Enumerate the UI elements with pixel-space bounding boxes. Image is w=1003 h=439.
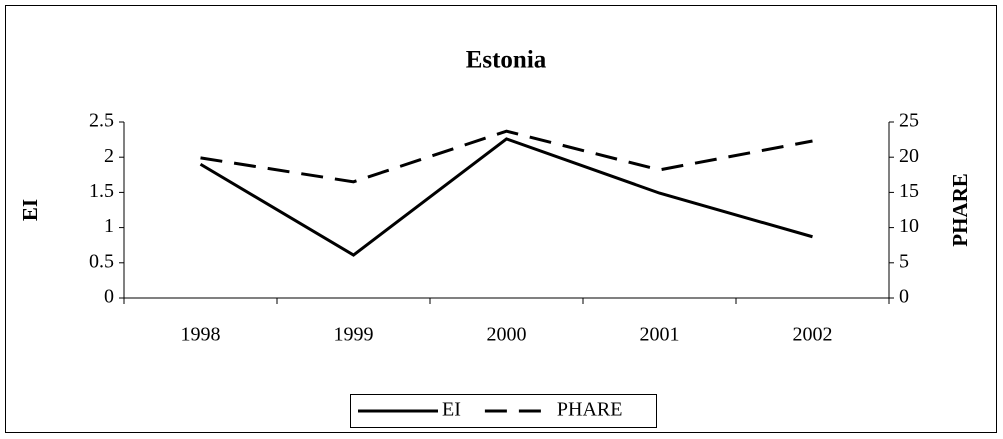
y-tick-label: 1 bbox=[104, 215, 114, 237]
y2-tick-label: 15 bbox=[899, 180, 919, 202]
x-tick-label: 2002 bbox=[793, 324, 833, 346]
series-line bbox=[199, 137, 813, 257]
y-tick-label: 1.5 bbox=[89, 180, 114, 202]
series-line bbox=[200, 129, 813, 184]
y-tick-label: 2 bbox=[104, 145, 114, 167]
x-tick-label: 2000 bbox=[487, 324, 527, 346]
y2-axis-label: PHARE bbox=[948, 173, 972, 247]
x-tick-label: 1998 bbox=[181, 324, 221, 346]
y-tick-label: 0.5 bbox=[89, 250, 114, 272]
y2-tick-label: 10 bbox=[899, 215, 919, 237]
legend-label: EI bbox=[442, 399, 461, 421]
y-tick-label: 2.5 bbox=[89, 110, 114, 132]
legend-label: PHARE bbox=[557, 399, 623, 421]
x-tick-label: 1999 bbox=[334, 324, 374, 346]
chart-title: Estonia bbox=[466, 47, 547, 74]
y2-tick-label: 5 bbox=[899, 250, 909, 272]
chart-border bbox=[5, 5, 997, 433]
y-axis-label: EI bbox=[18, 199, 42, 221]
y2-tick-label: 25 bbox=[899, 110, 919, 132]
y2-tick-label: 20 bbox=[899, 145, 919, 167]
y-tick-label: 0 bbox=[104, 286, 114, 308]
x-tick-label: 2001 bbox=[640, 324, 680, 346]
y2-tick-label: 0 bbox=[899, 286, 909, 308]
